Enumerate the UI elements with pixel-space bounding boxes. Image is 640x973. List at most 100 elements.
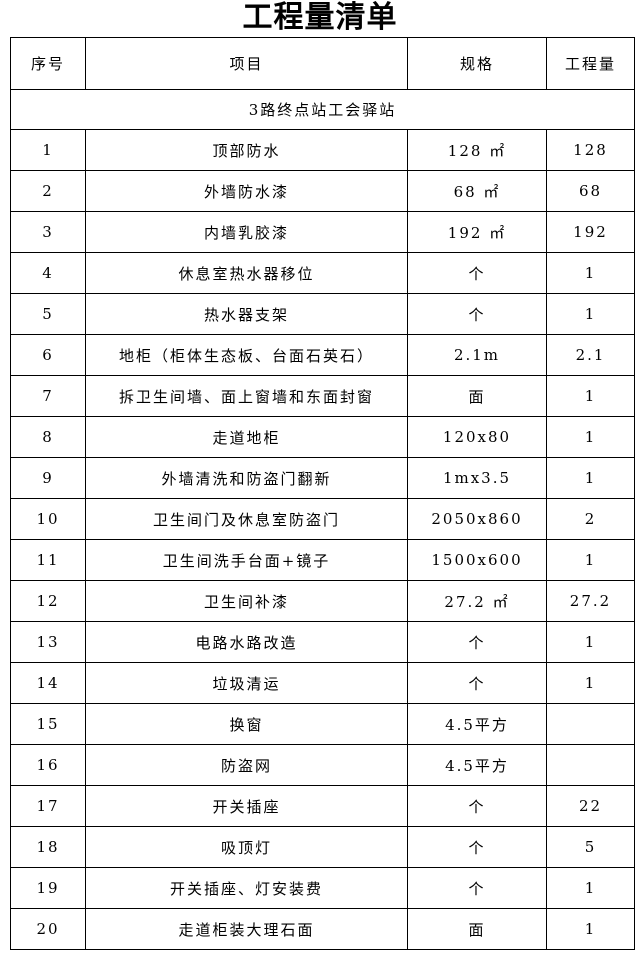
- row-item: 垃圾清运: [85, 662, 408, 704]
- row-spec: 个: [407, 252, 547, 294]
- row-spec: 2050x860: [407, 498, 547, 540]
- row-item: 内墙乳胶漆: [85, 211, 408, 253]
- row-index: 14: [10, 662, 86, 704]
- row-quantity: 1: [546, 539, 635, 581]
- row-index: 3: [10, 211, 86, 253]
- header-index: 序号: [10, 37, 86, 90]
- row-spec: 面: [407, 908, 547, 950]
- row-spec: 个: [407, 826, 547, 868]
- row-quantity: 128: [546, 129, 635, 171]
- table-row: 13 电路水路改造个 1: [10, 621, 635, 663]
- row-item: 卫生间补漆: [85, 580, 408, 622]
- table-row: 3 内墙乳胶漆 192 ㎡ 192: [10, 211, 635, 253]
- row-index: 13: [10, 621, 86, 663]
- row-quantity: 1: [546, 662, 635, 704]
- row-index: 17: [10, 785, 86, 827]
- row-index: 19: [10, 867, 86, 909]
- table-row: 11 卫生间洗手台面+镜子 1500x600 1: [10, 539, 635, 581]
- row-quantity: 192: [546, 211, 635, 253]
- row-spec: 面: [407, 375, 547, 417]
- section-title: 3路终点站工会驿站: [10, 89, 635, 130]
- table-row: 19 开关插座、灯安装费个 1: [10, 867, 635, 909]
- row-spec: 个: [407, 662, 547, 704]
- row-spec: 个: [407, 785, 547, 827]
- row-index: 18: [10, 826, 86, 868]
- table-row: 15 换窗 4.5平方: [10, 703, 635, 745]
- row-item: 外墙防水漆: [85, 170, 408, 212]
- table-row: 7 拆卫生间墙、面上窗墙和东面封窗面 1: [10, 375, 635, 417]
- row-spec: 1mx3.5: [407, 457, 547, 499]
- row-spec: 4.5平方: [407, 744, 547, 786]
- row-item: 热水器支架: [85, 293, 408, 335]
- row-index: 4: [10, 252, 86, 294]
- page-title: 工程量清单: [242, 0, 398, 35]
- row-spec: 个: [407, 621, 547, 663]
- row-index: 15: [10, 703, 86, 745]
- row-index: 6: [10, 334, 86, 376]
- row-item: 走道地柜: [85, 416, 408, 458]
- table-row: 10 卫生间门及休息室防盗门 2050x860 2: [10, 498, 635, 540]
- table-row: 6 地柜（柜体生态板、台面石英石） 2.1m 2.1: [10, 334, 635, 376]
- row-quantity: 5: [546, 826, 635, 868]
- row-item: 卫生间洗手台面+镜子: [85, 539, 408, 581]
- table-row: 5 热水器支架个 1: [10, 293, 635, 335]
- row-item: 防盗网: [85, 744, 408, 786]
- row-spec: 1500x600: [407, 539, 547, 581]
- row-item: 走道柜装大理石面: [85, 908, 408, 950]
- row-item: 拆卫生间墙、面上窗墙和东面封窗: [85, 375, 408, 417]
- table-row: 16 防盗网 4.5平方: [10, 744, 635, 786]
- quantity-table: 序号 项目 规格 工程量 3路终点站工会驿站 1 顶部防水 128 ㎡ 128 2 外墙防…: [10, 37, 635, 950]
- table-row: 17 开关插座个 22: [10, 785, 635, 827]
- row-quantity: 1: [546, 252, 635, 294]
- row-quantity: 22: [546, 785, 635, 827]
- row-spec: 192 ㎡: [407, 211, 547, 253]
- row-item: 休息室热水器移位: [85, 252, 408, 294]
- row-quantity: 1: [546, 375, 635, 417]
- row-spec: 个: [407, 293, 547, 335]
- row-quantity: 1: [546, 908, 635, 950]
- row-quantity: 1: [546, 867, 635, 909]
- row-index: 9: [10, 457, 86, 499]
- row-item: 顶部防水: [85, 129, 408, 171]
- row-quantity: 1: [546, 621, 635, 663]
- table-row: 14 垃圾清运个 1: [10, 662, 635, 704]
- row-index: 7: [10, 375, 86, 417]
- row-index: 11: [10, 539, 86, 581]
- table-row: 9 外墙清洗和防盗门翻新 1mx3.5 1: [10, 457, 635, 499]
- table-row: 4 休息室热水器移位个 1: [10, 252, 635, 294]
- row-index: 16: [10, 744, 86, 786]
- row-spec: 2.1m: [407, 334, 547, 376]
- row-spec: 128 ㎡: [407, 129, 547, 171]
- row-spec: 68 ㎡: [407, 170, 547, 212]
- row-index: 2: [10, 170, 86, 212]
- table-row: 18 吸顶灯个 5: [10, 826, 635, 868]
- header-item: 项目: [85, 37, 408, 90]
- row-index: 20: [10, 908, 86, 950]
- row-spec: 27.2 ㎡: [407, 580, 547, 622]
- table-row: 2 外墙防水漆 68 ㎡ 68: [10, 170, 635, 212]
- row-item: 地柜（柜体生态板、台面石英石）: [85, 334, 408, 376]
- row-item: 换窗: [85, 703, 408, 745]
- row-item: 外墙清洗和防盗门翻新: [85, 457, 408, 499]
- row-quantity: 68: [546, 170, 635, 212]
- row-quantity: 1: [546, 457, 635, 499]
- table-row: 20 走道柜装大理石面面 1: [10, 908, 635, 950]
- row-index: 8: [10, 416, 86, 458]
- section-row: 3路终点站工会驿站: [10, 89, 635, 130]
- row-spec: 120x80: [407, 416, 547, 458]
- row-item: 电路水路改造: [85, 621, 408, 663]
- row-index: 10: [10, 498, 86, 540]
- table-row: 8 走道地柜 120x80 1: [10, 416, 635, 458]
- row-quantity: 1: [546, 416, 635, 458]
- row-quantity: [546, 703, 635, 745]
- row-item: 开关插座、灯安装费: [85, 867, 408, 909]
- row-item: 卫生间门及休息室防盗门: [85, 498, 408, 540]
- row-index: 12: [10, 580, 86, 622]
- row-quantity: 2.1: [546, 334, 635, 376]
- header-spec: 规格: [407, 37, 547, 90]
- row-spec: 4.5平方: [407, 703, 547, 745]
- row-item: 开关插座: [85, 785, 408, 827]
- row-item: 吸顶灯: [85, 826, 408, 868]
- table-row: 12 卫生间补漆 27.2 ㎡ 27.2: [10, 580, 635, 622]
- row-spec: 个: [407, 867, 547, 909]
